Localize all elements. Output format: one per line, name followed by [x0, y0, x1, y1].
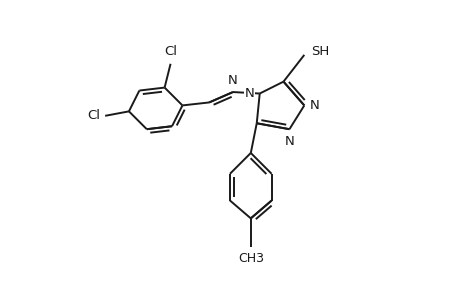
Text: SH: SH	[310, 45, 328, 58]
Text: N: N	[284, 134, 294, 148]
Text: N: N	[244, 87, 254, 100]
Text: N: N	[309, 99, 319, 112]
Text: N: N	[228, 74, 237, 87]
Text: Cl: Cl	[164, 46, 177, 59]
Text: Cl: Cl	[87, 109, 100, 122]
Text: CH3: CH3	[237, 252, 263, 265]
